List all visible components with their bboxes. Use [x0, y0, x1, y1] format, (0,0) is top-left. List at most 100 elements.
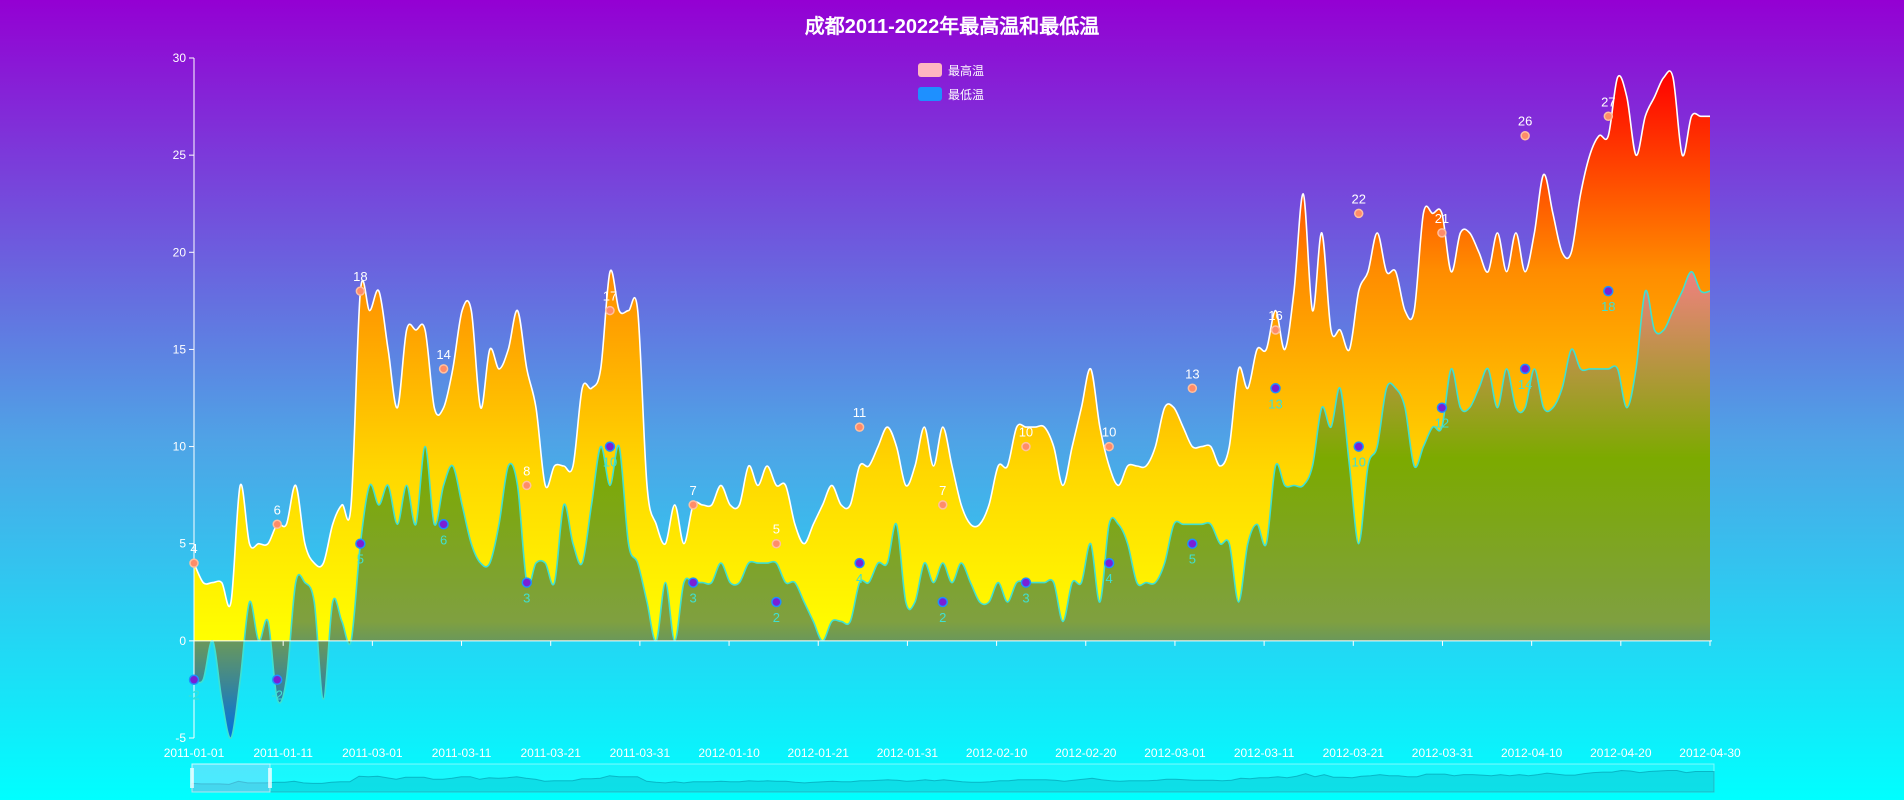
datazoom-handle[interactable] — [268, 768, 272, 788]
y-tick-label: 15 — [173, 342, 187, 356]
high-temp-data-label: 5 — [773, 522, 780, 537]
y-tick-label: 30 — [173, 51, 187, 65]
x-tick-label: 2011-01-01 — [164, 746, 225, 760]
high-temp-point — [938, 500, 948, 510]
low-temp-data-label: 13 — [1268, 396, 1282, 411]
low-temp-point — [271, 674, 283, 685]
high-temp-data-label: 14 — [436, 347, 450, 362]
x-tick-label: 2012-03-01 — [1144, 746, 1206, 760]
x-tick-label: 2011-03-31 — [610, 746, 671, 760]
y-tick-label: 5 — [179, 537, 186, 551]
low-temp-data-label: 10 — [603, 455, 617, 470]
high-temp-point — [1437, 228, 1447, 238]
y-tick-label: 0 — [179, 634, 186, 648]
low-temp-data-label: 4 — [1106, 571, 1113, 586]
high-temp-data-label: 17 — [603, 289, 617, 304]
low-temp-data-label: 14 — [1518, 377, 1532, 392]
high-temp-point — [1021, 441, 1031, 452]
x-tick-label: 2012-04-20 — [1590, 746, 1652, 760]
high-temp-data-label: 7 — [690, 483, 697, 498]
x-tick-label: 2012-02-20 — [1055, 746, 1117, 760]
low-temp-point — [604, 441, 616, 452]
x-tick-label: 2011-03-21 — [520, 746, 581, 760]
y-tick-label: 25 — [173, 148, 187, 162]
low-temp-point — [1603, 285, 1614, 297]
low-temp-point — [188, 674, 200, 685]
low-temp-point — [355, 538, 366, 549]
x-tick-label: 2012-02-10 — [966, 746, 1028, 760]
datazoom-window[interactable] — [191, 763, 271, 793]
low-temp-point — [1353, 441, 1364, 452]
high-temp-point — [1187, 383, 1198, 394]
low-temp-area — [194, 271, 1710, 739]
high-temp-data-label: 10 — [1102, 425, 1116, 440]
x-tick-label: 2011-03-11 — [432, 746, 492, 760]
low-temp-data-label: 3 — [523, 591, 530, 606]
low-temp-point — [438, 519, 449, 530]
high-temp-point — [189, 558, 199, 568]
high-temp-data-label: 21 — [1435, 211, 1449, 226]
low-temp-data-label: 3 — [1022, 591, 1029, 606]
low-temp-point — [1187, 538, 1198, 549]
legend-swatch-low — [918, 87, 942, 101]
legend-swatch-high — [918, 63, 942, 77]
low-temp-data-label: 5 — [357, 552, 364, 567]
low-temp-data-label: 12 — [1435, 416, 1449, 431]
high-temp-data-label: 22 — [1351, 191, 1365, 206]
low-temp-data-label: 5 — [1189, 552, 1196, 567]
high-temp-data-label: 6 — [274, 502, 281, 517]
legend-item-high[interactable]: 最高温 — [918, 58, 984, 82]
high-temp-point — [1270, 325, 1281, 335]
high-temp-data-label: 18 — [353, 269, 367, 284]
low-temp-point — [1020, 577, 1032, 588]
high-temp-point — [522, 480, 532, 491]
high-temp-point — [605, 305, 615, 316]
high-temp-data-label: 8 — [523, 463, 530, 478]
high-temp-point — [1104, 441, 1114, 452]
high-temp-data-label: 27 — [1601, 94, 1615, 109]
high-temp-point — [1603, 111, 1614, 122]
low-temp-point — [1103, 557, 1115, 569]
high-temp-data-label: 13 — [1185, 366, 1199, 381]
low-temp-point — [854, 557, 865, 569]
high-temp-data-label: 11 — [853, 405, 867, 420]
y-tick-label: -5 — [175, 731, 186, 745]
low-temp-point — [1436, 402, 1448, 413]
datazoom-preview — [191, 769, 1715, 793]
low-temp-data-label: 2 — [773, 610, 780, 625]
high-temp-point — [272, 519, 282, 530]
x-tick-label: 2012-03-31 — [1412, 746, 1474, 760]
low-temp-data-label: 2 — [939, 610, 946, 625]
datazoom-handle[interactable] — [190, 768, 194, 788]
high-temp-data-label: 26 — [1518, 114, 1532, 129]
x-tick-label: 2012-01-31 — [877, 746, 939, 760]
low-temp-point — [687, 577, 699, 588]
x-tick-label: 2012-01-10 — [698, 746, 760, 760]
x-tick-label: 2012-03-11 — [1234, 746, 1295, 760]
x-tick-label: 2012-03-21 — [1323, 746, 1385, 760]
low-temp-data-label: 6 — [440, 532, 447, 547]
high-temp-line — [193, 70, 1710, 608]
high-temp-point — [1353, 208, 1364, 219]
legend-label-low: 最低温 — [948, 87, 985, 102]
legend-item-low[interactable]: 最低温 — [918, 82, 984, 106]
datazoom-track — [191, 763, 1715, 793]
high-temp-point — [688, 500, 698, 510]
low-temp-data-label: 3 — [690, 591, 697, 606]
chart-title: 成都2011-2022年最高温和最低温 — [804, 16, 1100, 38]
low-temp-point — [521, 577, 533, 588]
x-tick-label: 2011-03-01 — [342, 746, 403, 760]
low-temp-data-label: 4 — [856, 571, 863, 586]
high-temp-point — [438, 364, 449, 374]
y-tick-label: 20 — [173, 245, 187, 259]
low-temp-data-label: -2 — [271, 688, 283, 703]
high-temp-data-label: 7 — [939, 483, 946, 498]
low-temp-point — [1519, 363, 1531, 375]
high-temp-data-label: 10 — [1019, 425, 1033, 440]
legend: 最高温 最低温 — [918, 58, 984, 106]
low-temp-line — [193, 270, 1711, 739]
low-temp-data-label: 10 — [1351, 455, 1365, 470]
x-tick-label: 2012-04-10 — [1501, 746, 1563, 760]
low-temp-point — [771, 596, 782, 608]
